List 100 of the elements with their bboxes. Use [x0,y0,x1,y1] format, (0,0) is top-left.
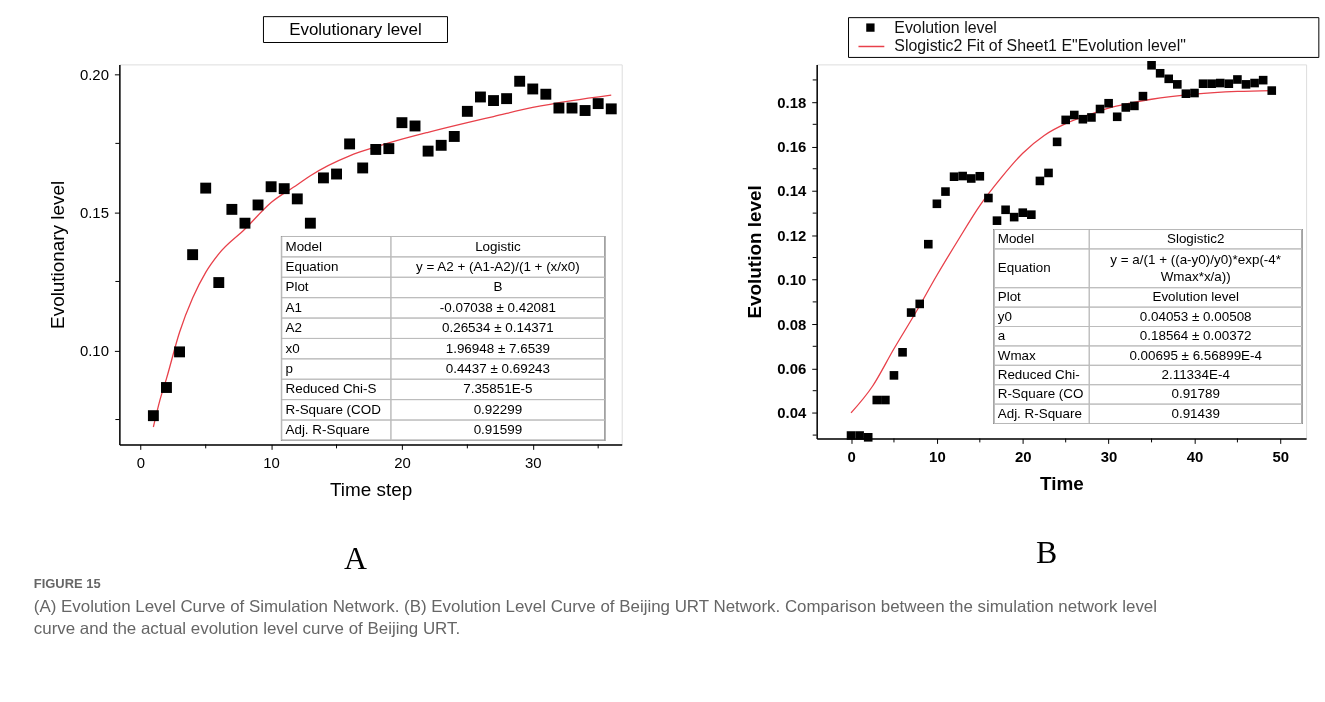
x-tick-label: 30 [524,453,542,471]
point [344,138,356,150]
y-tick-label: 0.10 [79,341,109,359]
point [898,347,907,357]
point [1112,112,1122,122]
point [1018,208,1028,217]
point [213,277,225,289]
annotation: -0.07038 ± 0.42081 [439,299,556,315]
annotation: Adj. R-Square [997,405,1082,421]
point [1198,79,1208,89]
point [1207,79,1216,89]
point [1001,205,1010,215]
point [435,139,447,151]
annotation: 0.04053 ± 0.00508 [1139,308,1252,324]
point [592,98,604,110]
y-tick-label: 0.16 [777,138,807,155]
annotation: 0.92299 [473,401,523,417]
point [949,172,959,182]
y-tick-label: 0.10 [777,271,807,289]
point [1130,101,1139,111]
point [579,105,591,116]
point [1215,78,1225,88]
point [514,75,526,87]
point [1121,103,1131,112]
point [1155,68,1165,78]
annotation: x0 [285,340,300,356]
annotation: Wmax [997,347,1037,363]
annotation: y = A2 + (A1-A2)/(1 + (x/x0) [416,259,580,275]
point [1173,80,1182,89]
point [239,217,251,229]
x-tick-label: 30 [1100,447,1118,465]
point [448,131,460,142]
x-tick-label: 10 [929,447,946,465]
point [383,143,395,155]
annotation: A2 [285,320,302,336]
point [396,117,408,129]
annotation: A1 [285,299,302,315]
annotation: p [285,361,293,377]
point [174,346,185,358]
legend-label: Evolution level [894,18,997,36]
point [304,217,316,229]
y-tick-label: 0.06 [777,359,807,377]
x-tick-label: 50 [1272,447,1290,465]
annotation: Equation [997,260,1051,276]
point [941,187,950,196]
point [422,145,434,157]
point [1078,114,1088,124]
y-tick-label: 0.12 [777,226,807,244]
point [889,371,899,380]
y-tick-label: 0.14 [777,182,807,200]
annotation: Plot [285,279,309,295]
x-tick-label: 0 [847,447,856,465]
point [1087,113,1096,122]
point [855,431,864,440]
point [461,105,473,117]
point [474,91,486,103]
point [924,239,933,249]
annotation: 0.91599 [473,422,523,438]
point [1147,60,1156,70]
annotation: Logistic [475,238,521,254]
point [187,249,199,261]
point [1250,78,1259,88]
point [147,410,159,422]
y-tick-label: 0.15 [79,203,109,221]
point [161,382,172,393]
point [984,193,993,203]
point [975,171,985,181]
y-tick-label: 0.04 [777,404,807,422]
annotation: 0.18564 ± 0.00372 [1139,328,1252,344]
x-tick-label: 20 [394,453,411,471]
annotation: 0.00695 ± 6.56899E-4 [1129,347,1263,363]
point [906,308,916,317]
point [553,102,565,114]
point [1069,110,1079,120]
point [966,174,976,183]
legend-label: Slogistic2 Fit of Sheet1 E"Evolution level" [894,37,1186,55]
point [200,182,212,194]
y-tick-label: 0.08 [777,315,807,333]
point [291,193,303,205]
annotation: Slogistic2 [1166,231,1225,247]
x-tick-label: 40 [1186,447,1204,465]
point [1044,168,1053,178]
point [1027,210,1036,219]
point [1190,88,1199,98]
x-tick-label: 20 [1014,447,1032,465]
chart-title: Evolutionary level [289,19,422,39]
point [992,216,1002,225]
annotation: Evolution level [1152,289,1239,305]
point [1233,75,1242,84]
annotation: Adj. R-Square [285,422,370,438]
annotation: B [493,279,503,295]
y-axis-title: Evolutionary level [46,180,68,329]
point [1164,74,1174,84]
annotation: Reduced Chi- [997,366,1080,382]
annotation: y = a/(1 + ((a-y0)/y0)*exp(-4* Wmax*x/a)) [1110,251,1281,284]
point [318,172,329,184]
text: A [343,540,367,576]
point [1267,86,1277,95]
point [881,395,890,405]
point [1181,89,1191,98]
